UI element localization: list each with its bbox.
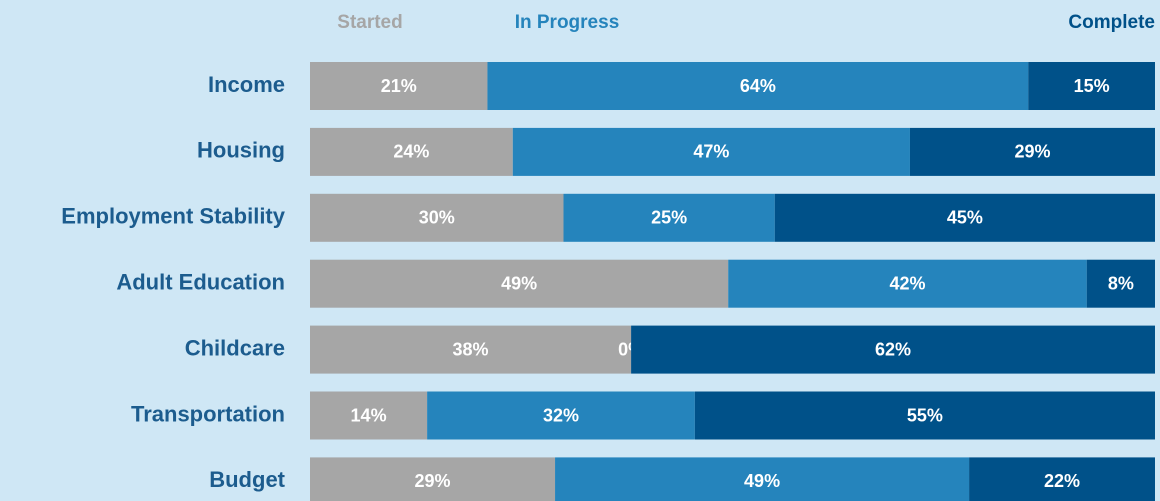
value-label: 14% [351,405,387,425]
value-label: 42% [889,273,925,293]
legend-entry: In Progress [515,12,620,33]
value-label: 45% [947,208,983,228]
bar-segment [310,127,513,176]
bar-segment [555,457,970,501]
value-label: 22% [1044,471,1080,491]
value-label: 32% [543,405,579,425]
category-label: Childcare [185,335,285,360]
bar-segment [487,62,1029,110]
category-label: Income [208,72,285,97]
bar-segment [310,391,428,440]
bar-segment [909,127,1155,176]
category-label: Adult Education [116,270,285,295]
bar-segment [631,325,1155,374]
bar-segment [310,457,556,501]
value-label: 25% [651,208,687,228]
bar-segment [563,193,775,242]
bar-segment [512,127,910,176]
value-label: 30% [419,208,455,228]
legend-entry: Complete [1068,12,1155,33]
value-label: 55% [907,405,943,425]
bar-segment [1028,62,1155,110]
bar-segment [310,193,564,242]
bar-segment [694,391,1155,440]
value-label: 62% [875,339,911,359]
value-label: 8% [1108,273,1134,293]
bar-segment [310,259,729,308]
legend-entry: Started [337,12,402,33]
value-label: 49% [501,273,537,293]
bar-segment [427,391,695,440]
category-label: Housing [197,138,285,163]
bar-segment [1086,259,1155,308]
bar-segment [310,62,488,110]
value-label: 24% [393,142,429,162]
value-label: 47% [693,142,729,162]
bar-segment [969,457,1155,501]
category-label: Budget [209,467,285,492]
category-label: Employment Stability [61,204,285,229]
value-label: 15% [1074,76,1110,96]
bar-segment [310,325,632,374]
category-label: Transportation [131,401,285,426]
value-label: 38% [453,339,489,359]
bar-segment [728,259,1087,308]
bar-segment [774,193,1155,242]
value-label: 21% [381,76,417,96]
value-label: 64% [740,76,776,96]
value-label: 29% [415,471,451,491]
value-label: 29% [1014,142,1050,162]
value-label: 49% [744,471,780,491]
